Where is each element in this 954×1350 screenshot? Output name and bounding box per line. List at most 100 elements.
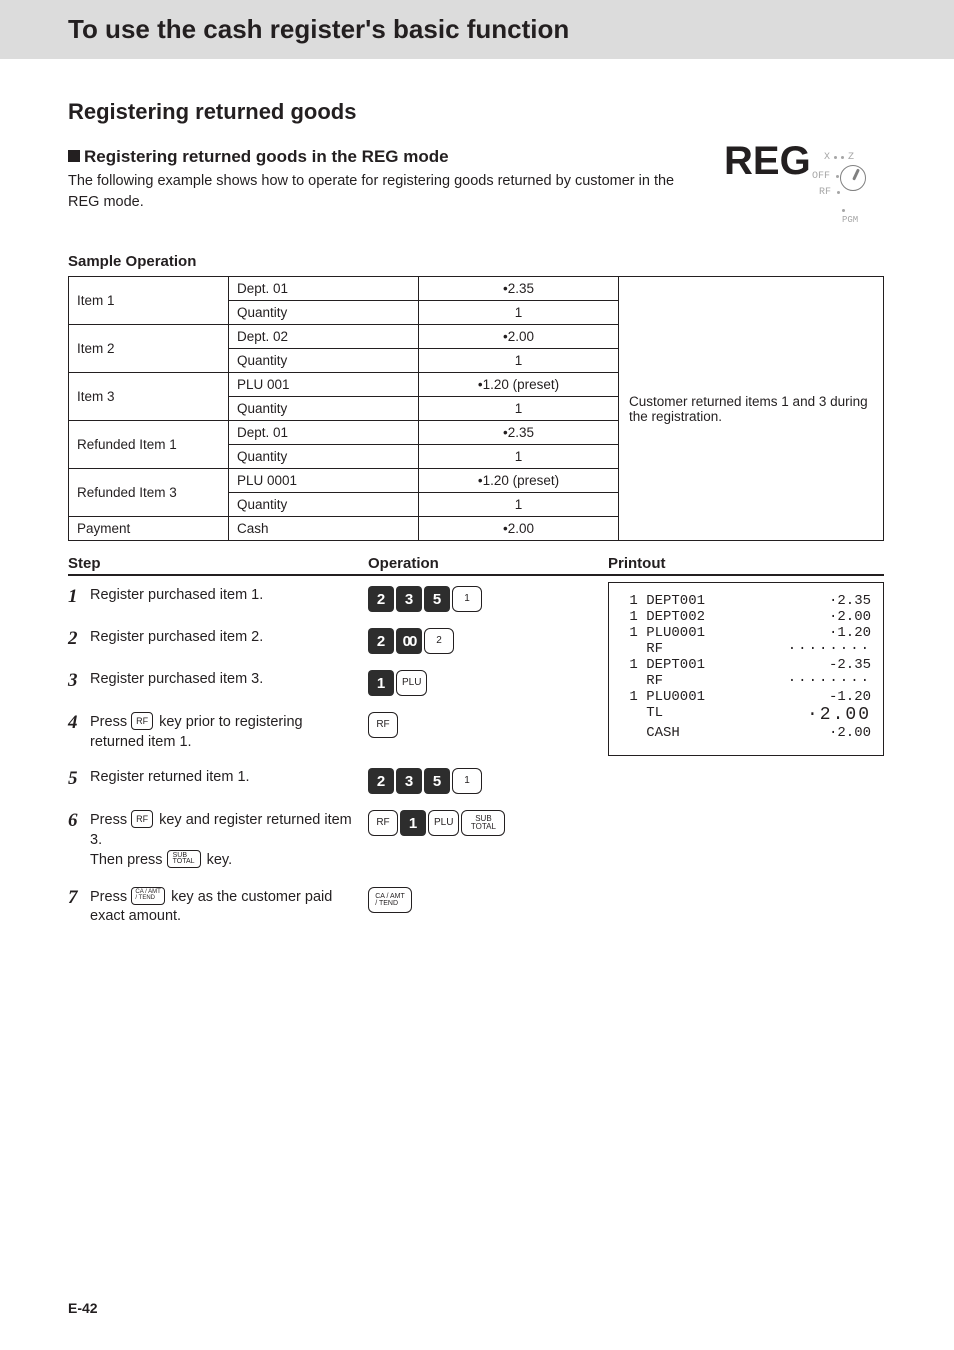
step-op-print-header: Step Operation Printout: [68, 555, 884, 576]
cell: 1: [419, 349, 619, 373]
square-bullet-icon: [68, 150, 80, 162]
r: ·2.35: [829, 593, 871, 609]
subsection-title-text: Registering returned goods in the REG mo…: [84, 147, 449, 166]
key-5: 5: [424, 586, 450, 612]
l: RF: [621, 673, 663, 689]
key-rf-inline: RF: [131, 810, 153, 828]
cell: PLU 001: [229, 373, 419, 397]
l: 1 PLU0001: [621, 625, 705, 641]
dot-icon: [836, 175, 839, 178]
cell: Dept. 01: [229, 421, 419, 445]
key-00: 00: [396, 628, 422, 654]
l: 1 DEPT001: [621, 657, 705, 673]
cell: •1.20 (preset): [419, 469, 619, 493]
cell: Quantity: [229, 301, 419, 325]
step-op: 1PLU: [368, 670, 608, 696]
steps-layout: 1 Register purchased item 1. 2351 2 Regi…: [68, 576, 884, 943]
t: key.: [203, 852, 233, 868]
mode-z: Z: [848, 149, 854, 166]
cell: 1: [419, 445, 619, 469]
l: TL: [621, 705, 663, 725]
t: Press: [90, 812, 131, 828]
printout-box: 1 DEPT001 ·2.35 1 DEPT002·2.00 1 PLU0001 ·…: [608, 582, 884, 756]
step-7: 7 Press CA / AMT/ TEND key as the custom…: [68, 887, 608, 927]
cell: Quantity: [229, 445, 419, 469]
cell-item: Refunded Item 1: [69, 421, 229, 469]
mode-dial: REG XZ OFF RF PGM: [724, 139, 884, 184]
key-dept1: 1: [452, 586, 482, 612]
header-title: To use the cash register's basic functio…: [68, 14, 569, 44]
key-rf: RF: [368, 810, 398, 836]
step-5: 5 Register returned item 1. 2351: [68, 768, 608, 794]
cell: 1: [419, 493, 619, 517]
l: 1 DEPT001: [621, 593, 705, 609]
receipt-line: 1 DEPT002·2.00: [621, 609, 871, 625]
steps-list: 1 Register purchased item 1. 2351 2 Regi…: [68, 586, 608, 927]
receipt-line-total: TL ·2.00: [621, 705, 871, 725]
receipt-line: RF: [621, 673, 871, 689]
t: Press: [90, 714, 131, 730]
step-3: 3 Register purchased item 3. 1PLU: [68, 670, 608, 696]
content: Registering returned goods Registering r…: [0, 59, 954, 943]
key-2: 2: [368, 586, 394, 612]
step-op: RF: [368, 712, 608, 738]
key-rf-inline: RF: [131, 712, 153, 730]
col-print-label: Printout: [608, 555, 884, 572]
cell-item: Item 1: [69, 277, 229, 325]
intro-row: Registering returned goods in the REG mo…: [68, 147, 884, 213]
key-dept2: 2: [424, 628, 454, 654]
r: ·1.20: [829, 625, 871, 641]
step-num: 2: [68, 628, 90, 650]
step-num: 5: [68, 768, 90, 790]
r: ·2.00: [807, 705, 871, 725]
key-subtotal-inline: SUBTOTAL: [167, 850, 201, 868]
dot-icon: [841, 156, 844, 159]
step-4: 4 Press RF key prior to registering retu…: [68, 712, 608, 752]
step-text: Register purchased item 2.: [90, 628, 368, 648]
key-3: 3: [396, 586, 422, 612]
cell: Quantity: [229, 397, 419, 421]
t: Then press: [90, 852, 167, 868]
step-2: 2 Register purchased item 2. 2002: [68, 628, 608, 654]
step-op: RF1PLUSUBTOTAL: [368, 810, 608, 836]
mode-x: X: [824, 149, 830, 166]
l: RF: [621, 641, 663, 657]
step-op: 2351: [368, 586, 608, 612]
cell: Cash: [229, 517, 419, 541]
key-caamt-inline: CA / AMT/ TEND: [131, 887, 165, 905]
cell-item: Payment: [69, 517, 229, 541]
steps-column: 1 Register purchased item 1. 2351 2 Regi…: [68, 576, 608, 943]
dots: [788, 641, 871, 657]
step-op: CA / AMT/ TEND: [368, 887, 608, 913]
subsection-title: Registering returned goods in the REG mo…: [68, 147, 704, 167]
mode-off: OFF: [812, 171, 839, 182]
step-text: Press CA / AMT/ TEND key as the customer…: [90, 887, 368, 927]
dots: [788, 673, 871, 689]
sample-operation-label: Sample Operation: [68, 253, 884, 270]
mode-rf: RF: [819, 187, 840, 198]
mode-pgm: PGM: [842, 205, 858, 225]
mode-labels: XZ: [824, 149, 854, 166]
page-header: To use the cash register's basic functio…: [0, 0, 954, 59]
step-text: Register returned item 1.: [90, 768, 368, 788]
cell: Quantity: [229, 493, 419, 517]
key-caamt: CA / AMT/ TEND: [368, 887, 412, 913]
mode-reg-label: REG: [724, 139, 811, 183]
t: Press: [90, 889, 131, 905]
dot-icon: [842, 209, 845, 212]
key-1: 1: [400, 810, 426, 836]
l: 1 PLU0001: [621, 689, 705, 705]
key-plu: PLU: [428, 810, 459, 836]
cell: Dept. 02: [229, 325, 419, 349]
key-dept1: 1: [452, 768, 482, 794]
intro-block: Registering returned goods in the REG mo…: [68, 147, 704, 213]
receipt-line: 1 DEPT001-2.35: [621, 657, 871, 673]
key-3: 3: [396, 768, 422, 794]
cell-item: Item 3: [69, 373, 229, 421]
cell: •2.35: [419, 277, 619, 301]
receipt-line: 1 PLU0001-1.20: [621, 689, 871, 705]
key-2: 2: [368, 628, 394, 654]
r: ·2.00: [829, 725, 871, 741]
col-step-label: Step: [68, 555, 368, 572]
cell: •2.00: [419, 517, 619, 541]
